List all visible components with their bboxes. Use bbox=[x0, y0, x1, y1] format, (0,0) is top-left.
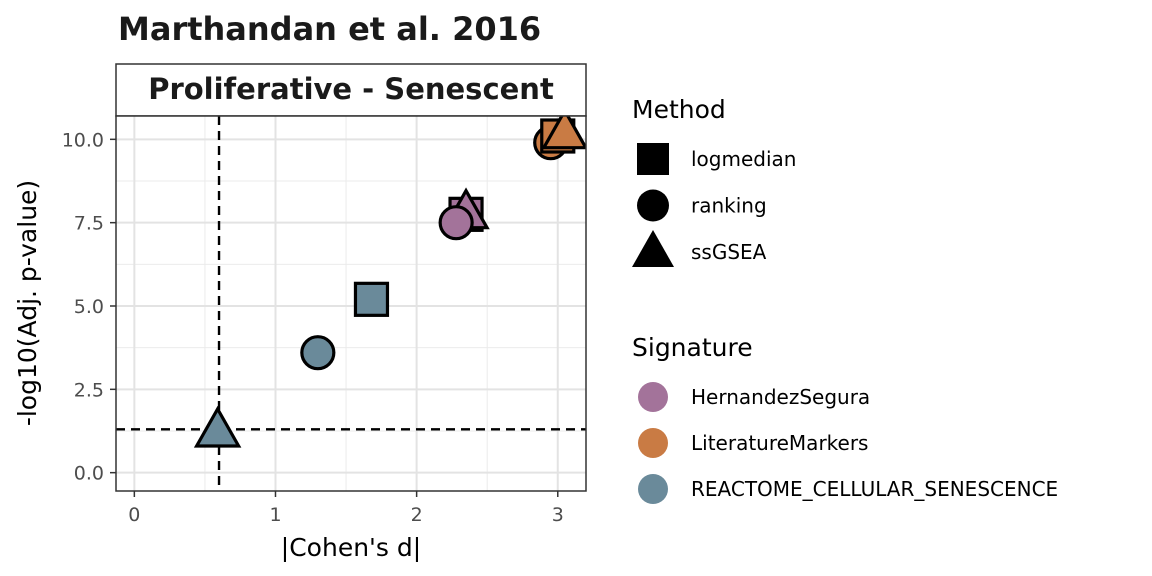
data-point bbox=[438, 205, 474, 241]
legend-method: Method logmedian ranking ssGSEA bbox=[632, 95, 796, 267]
reference-lines bbox=[116, 116, 586, 491]
y-tick-label: 0.0 bbox=[74, 463, 104, 485]
chart-title: Marthandan et al. 2016 bbox=[118, 10, 541, 48]
facet-strip bbox=[115, 63, 587, 117]
panel-border bbox=[115, 115, 587, 492]
legend-signature: Signature HernandezSegura LiteratureMarke… bbox=[632, 333, 1058, 504]
x-tick-label: 1 bbox=[269, 504, 281, 526]
x-tick-label: 3 bbox=[552, 504, 564, 526]
legend-key-triangle bbox=[632, 230, 674, 267]
y-tick-label: 2.5 bbox=[74, 379, 104, 401]
legend-key-square bbox=[637, 143, 669, 175]
legend-key-color bbox=[638, 382, 668, 412]
facet-label: Proliferative - Senescent bbox=[148, 72, 554, 106]
legend-signature-title: Signature bbox=[632, 333, 753, 362]
data-points bbox=[193, 116, 586, 448]
legend-key-circle bbox=[637, 189, 669, 222]
y-axis-ticks: 0.0 2.5 5.0 7.5 10.0 bbox=[62, 129, 116, 485]
plot-panel bbox=[116, 116, 586, 491]
legend-method-label: ssGSEA bbox=[691, 240, 767, 264]
legend-signature-label: HernandezSegura bbox=[691, 385, 870, 409]
x-tick-label: 2 bbox=[411, 504, 423, 526]
y-axis-title: -log10(Adj. p-value) bbox=[13, 180, 42, 426]
legend-key-color bbox=[638, 474, 668, 504]
y-tick-label: 10.0 bbox=[62, 129, 104, 151]
data-point bbox=[353, 281, 390, 317]
y-tick-label: 7.5 bbox=[74, 213, 104, 235]
x-axis-title: |Cohen's d| bbox=[281, 533, 421, 562]
legend-method-label: ranking bbox=[691, 194, 767, 218]
legend-signature-label: LiteratureMarkers bbox=[691, 431, 868, 455]
legend-key-color bbox=[638, 428, 668, 458]
x-tick-label: 0 bbox=[128, 504, 140, 526]
data-point bbox=[300, 335, 336, 371]
y-tick-label: 5.0 bbox=[74, 296, 104, 318]
x-axis-ticks: 0 1 2 3 bbox=[128, 491, 564, 526]
data-point bbox=[541, 116, 586, 150]
data-point bbox=[193, 405, 242, 448]
legend-method-label: logmedian bbox=[691, 147, 796, 171]
legend-signature-label: REACTOME_CELLULAR_SENESCENCE bbox=[691, 477, 1058, 501]
legend-method-title: Method bbox=[632, 95, 726, 124]
